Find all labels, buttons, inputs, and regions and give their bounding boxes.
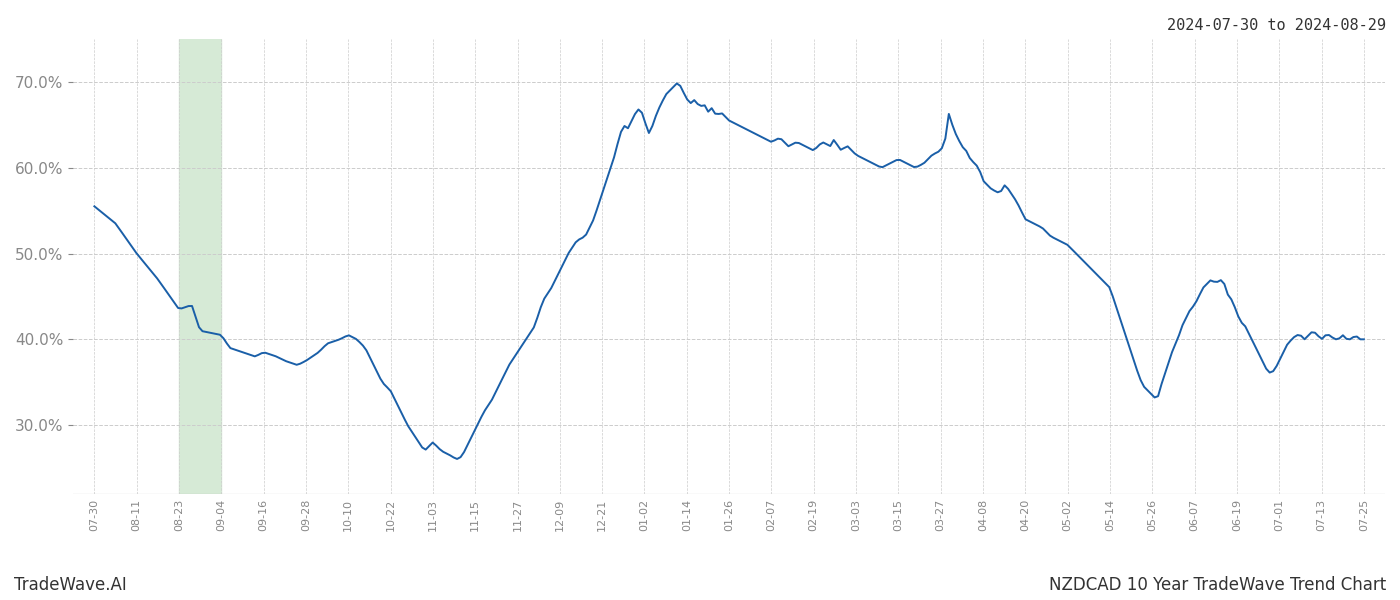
Text: 2024-07-30 to 2024-08-29: 2024-07-30 to 2024-08-29	[1168, 18, 1386, 33]
Text: NZDCAD 10 Year TradeWave Trend Chart: NZDCAD 10 Year TradeWave Trend Chart	[1049, 576, 1386, 594]
Text: TradeWave.AI: TradeWave.AI	[14, 576, 127, 594]
Bar	[179, 39, 221, 494]
